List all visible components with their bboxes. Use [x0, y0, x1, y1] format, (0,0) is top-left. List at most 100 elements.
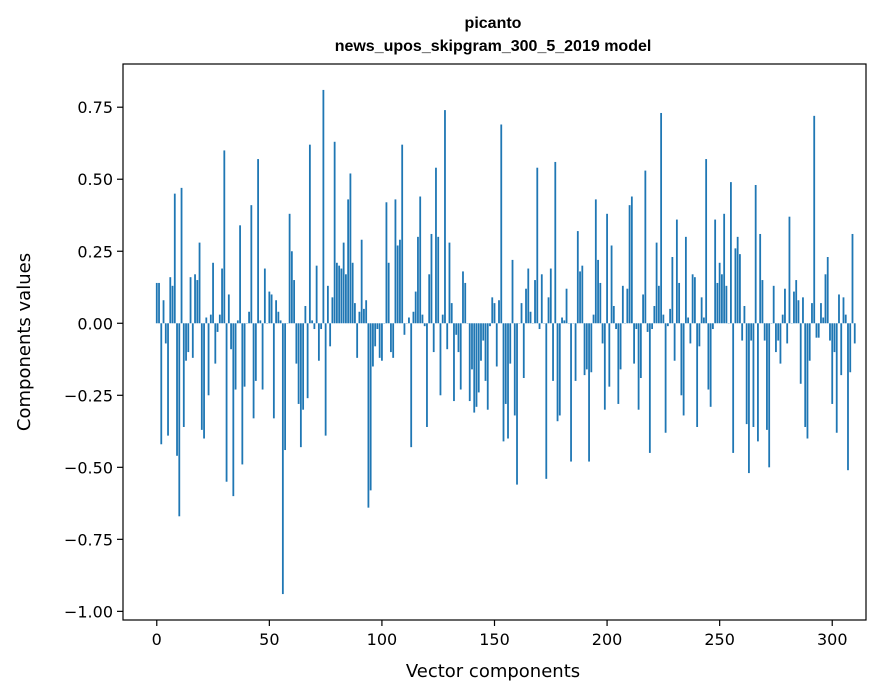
bar: [725, 285, 728, 324]
bar: [851, 233, 854, 324]
bar: [775, 323, 777, 353]
x-axis-label: Vector components: [406, 661, 580, 682]
bar: [671, 257, 674, 324]
bar: [396, 245, 399, 324]
bar: [813, 115, 816, 324]
bar: [495, 323, 498, 367]
bar: [155, 282, 158, 324]
bar: [239, 225, 241, 324]
bar: [261, 323, 264, 390]
bar: [218, 314, 221, 324]
bar: [522, 323, 525, 379]
bar: [824, 274, 827, 324]
bar: [619, 323, 622, 370]
bar: [664, 323, 667, 433]
bar: [227, 294, 230, 324]
bar: [435, 167, 437, 324]
bar: [511, 259, 514, 324]
bar: [209, 314, 212, 324]
bar: [450, 303, 453, 324]
bar: [714, 219, 717, 324]
y-tick-label: 0.75: [77, 98, 113, 117]
bar: [417, 236, 419, 324]
y-tick-label: 0.25: [77, 242, 113, 261]
bar: [489, 323, 491, 327]
bar: [173, 193, 176, 324]
bar: [678, 282, 681, 324]
bar: [194, 274, 196, 324]
x-tick-label: 0: [152, 630, 162, 649]
bar: [817, 323, 820, 338]
bar: [684, 236, 687, 324]
x-tick-label: 250: [704, 630, 735, 649]
bar: [736, 236, 739, 324]
bar: [772, 285, 775, 324]
bar: [403, 323, 406, 335]
bar: [525, 288, 527, 324]
bar: [594, 199, 597, 324]
bar: [680, 323, 683, 396]
bar: [335, 262, 338, 324]
bar: [763, 323, 766, 341]
plot-frame: [122, 63, 867, 621]
bar: [207, 323, 210, 396]
bar: [561, 317, 563, 324]
bar: [540, 274, 543, 324]
bar: [554, 161, 557, 324]
bar: [617, 323, 620, 404]
bar: [630, 196, 633, 324]
bar: [392, 323, 395, 358]
bar: [745, 323, 748, 425]
bar: [612, 305, 615, 324]
bar: [477, 323, 480, 393]
bar: [453, 323, 455, 402]
bar: [306, 323, 309, 399]
bar: [212, 262, 214, 324]
bar: [585, 323, 588, 370]
bar: [592, 314, 595, 324]
bar: [811, 303, 813, 324]
bar: [721, 274, 723, 324]
bar: [169, 277, 172, 324]
bar: [225, 323, 228, 482]
bar: [203, 323, 205, 439]
bar: [662, 314, 665, 324]
bar: [486, 323, 489, 410]
bar: [439, 323, 442, 396]
bar: [322, 89, 325, 324]
bar: [529, 311, 532, 324]
bar: [698, 323, 701, 347]
bar: [633, 323, 635, 364]
y-tick-label: −1.00: [64, 602, 113, 621]
bar: [606, 213, 608, 324]
bar: [716, 282, 719, 324]
y-tick-label: −0.50: [64, 458, 113, 477]
bar: [795, 280, 798, 324]
bar: [696, 323, 699, 427]
y-tick-label: 0.50: [77, 170, 113, 189]
bar: [302, 323, 305, 410]
bar: [802, 297, 804, 324]
bar: [457, 323, 460, 353]
bar: [761, 280, 764, 324]
bar: [556, 323, 559, 422]
bar: [570, 323, 572, 462]
bar: [344, 274, 347, 324]
bar: [236, 320, 239, 324]
x-tick-label: 300: [817, 630, 848, 649]
bar: [482, 323, 485, 341]
bar: [651, 323, 654, 330]
bar: [167, 323, 169, 436]
bar: [317, 323, 320, 361]
bar: [216, 323, 219, 332]
bar: [786, 323, 789, 344]
bar: [689, 323, 692, 344]
bar: [455, 323, 458, 335]
bar: [250, 205, 253, 324]
bar: [693, 277, 696, 324]
bar: [241, 323, 244, 465]
bar: [367, 323, 370, 508]
bar: [788, 216, 791, 324]
bar: [675, 219, 678, 324]
